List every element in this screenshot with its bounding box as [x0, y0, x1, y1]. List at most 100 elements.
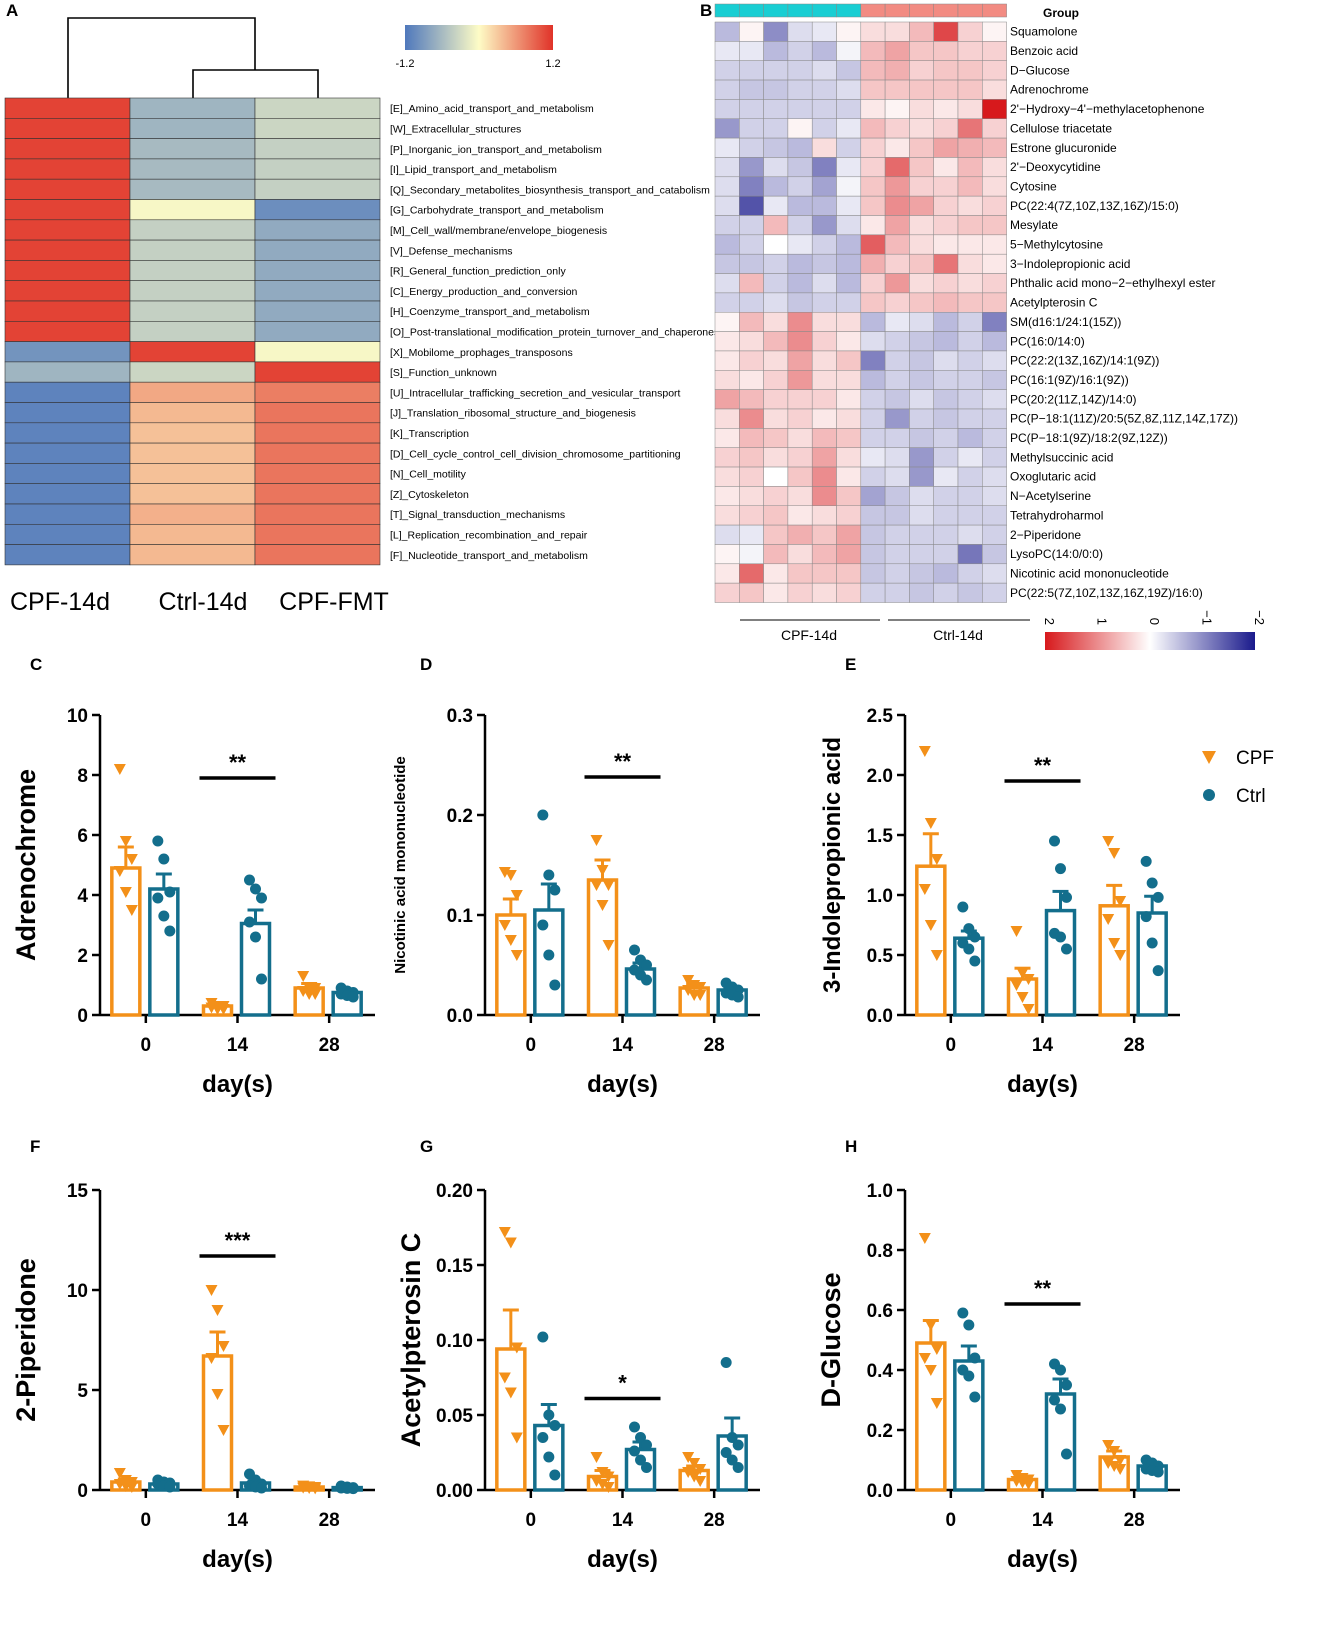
panel-b-cell [860, 370, 886, 390]
panel-b-cell [982, 60, 1007, 81]
panel-a-cell [4, 97, 131, 119]
panel-a-row-label: [R]_General_function_prediction_only [390, 266, 566, 278]
data-point-cpf [504, 870, 517, 881]
data-point-ctrl [1055, 863, 1066, 875]
data-point-ctrl [549, 884, 561, 896]
data-point-ctrl [635, 1432, 646, 1443]
panel-b-group-cell [982, 3, 1007, 18]
data-point-ctrl [641, 959, 652, 971]
panel-b-cell [836, 312, 862, 332]
panel-b-cell [860, 389, 886, 410]
panel-a-cell [254, 239, 381, 261]
data-point-cpf [682, 1467, 695, 1478]
y-tick-label: 0.1 [447, 906, 474, 927]
panel-b-cell [933, 176, 959, 197]
panel-b-cells [714, 21, 1007, 603]
panel-b-cell [836, 389, 862, 410]
panel-a-legend-max: 1.2 [545, 58, 560, 70]
panel-b-cell [763, 505, 789, 526]
panel-b-cell [884, 79, 910, 100]
panel-b-cell [836, 195, 862, 216]
group-legend: CPF Ctrl [1202, 748, 1274, 807]
panel-a-cell [4, 503, 131, 525]
panel-b-cell [909, 60, 934, 81]
panel-b-row-label: Squamolone [1010, 25, 1078, 39]
panel-b-cell [982, 544, 1007, 565]
x-axis-title: day(s) [1007, 1546, 1078, 1573]
y-tick-label: 0.05 [436, 1406, 473, 1427]
panel-a-cell [129, 178, 256, 200]
panel-b-cell [836, 253, 862, 274]
panel-b-cell [811, 137, 837, 158]
col-label-cpf-14d: CPF-14d [10, 588, 110, 616]
panel-b-cell [739, 408, 764, 429]
panel-b-cell [787, 312, 813, 332]
panel-b-cell [957, 21, 983, 42]
data-point-cpf [1022, 974, 1035, 985]
panel-b-cell [982, 466, 1007, 487]
panel-b-cell [909, 253, 934, 274]
panel-a-row-label: [F]_Nucleotide_transport_and_metabolism [390, 550, 588, 562]
y-tick-label: 6 [77, 826, 88, 847]
panel-b-cell [714, 137, 740, 158]
panel-b-cell [860, 253, 886, 274]
panel-b-cell [909, 157, 934, 178]
data-point-cpf [1108, 938, 1121, 949]
panel-b-cell [860, 486, 886, 506]
panel-b-legend-tick: 2 [1042, 618, 1057, 625]
data-point-cpf [1016, 992, 1029, 1003]
panel-b-cell [811, 234, 837, 255]
panel-b-cell [787, 389, 813, 410]
panel-a-row-label: [E]_Amino_acid_transport_and_metabolism [390, 103, 594, 115]
chart-h: H 0.0 0.2 0.4 0.6 0.8 1.0 D-Glucose day(s) 0 14 28 *… [816, 1137, 1180, 1573]
panel-b-cell [763, 447, 789, 468]
panel-a-row-label: [Z]_Cytoskeleton [390, 489, 469, 501]
panel-b-cell [714, 466, 740, 487]
data-point-cpf [1010, 1470, 1023, 1481]
panel-b-cell [787, 234, 813, 255]
panel-b-cell [957, 195, 983, 216]
data-point-cpf [1114, 896, 1127, 907]
panel-b-cell [860, 79, 886, 100]
panel-a-legend-min: -1.2 [396, 58, 415, 70]
data-point-ctrl [720, 1357, 732, 1368]
y-axis-title: 3-Indolepropionic acid [819, 737, 846, 993]
panel-a-row-label: [S]_Function_unknown [390, 367, 497, 379]
panel-b-row-label: N−Acetylserine [1010, 489, 1091, 503]
panel-b-row-label: Mesylate [1010, 218, 1058, 232]
panel-a-row-label: [C]_Energy_production_and_conversion [390, 286, 578, 298]
panel-b-cell [836, 176, 862, 197]
data-point-cpf [510, 950, 523, 961]
panel-b-cell [884, 292, 910, 313]
panel-b-cell [714, 486, 740, 506]
data-point-cpf [1022, 1479, 1035, 1490]
panel-b-cell [884, 486, 910, 506]
panel-b-cell [787, 137, 813, 158]
y-axis-title: 2-Piperidone [11, 1258, 41, 1422]
panel-a-cell [4, 544, 131, 566]
data-point-ctrl [1061, 943, 1072, 955]
panel-label: G [420, 1137, 433, 1156]
y-tick-label: 0.10 [436, 1331, 473, 1352]
data-point-cpf [119, 887, 132, 898]
y-tick-label: 2.5 [867, 706, 894, 727]
panel-b-cell [860, 176, 886, 197]
panel-a-cell [4, 442, 131, 464]
panel-a-cell [129, 503, 256, 525]
panel-b-cell [811, 408, 837, 429]
panel-b-cell [714, 99, 740, 120]
panel-b-cell [811, 99, 837, 120]
y-tick-label: 1.0 [867, 1181, 893, 1202]
panel-b-cell [957, 582, 983, 603]
panel-b-cell [884, 389, 910, 410]
data-point-cpf [924, 920, 937, 931]
panel-b-cell [763, 544, 789, 565]
panel-a-row-label: [I]_Lipid_transport_and_metabolism [390, 164, 557, 176]
panel-b-cell [811, 195, 837, 216]
data-point-cpf [125, 1482, 138, 1493]
data-point-cpf [1114, 950, 1127, 961]
panel-b-cell [836, 118, 862, 139]
data-point-ctrl [537, 919, 549, 931]
data-point-cpf [205, 1353, 218, 1364]
data-point-ctrl [1061, 1379, 1072, 1391]
